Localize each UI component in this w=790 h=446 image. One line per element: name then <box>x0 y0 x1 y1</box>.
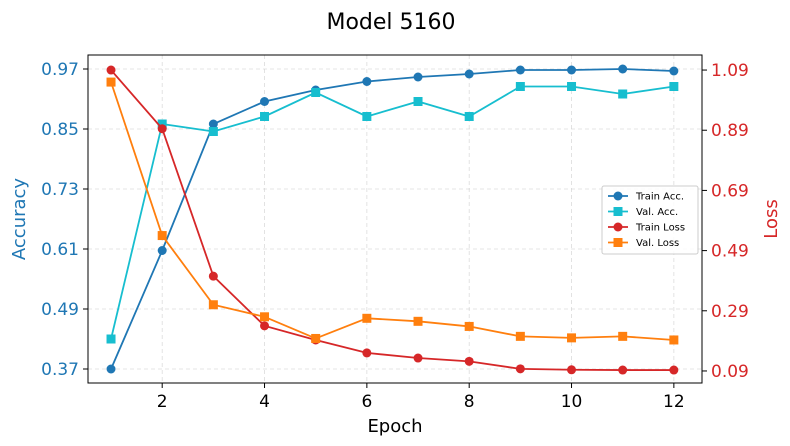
data-point <box>106 364 116 374</box>
y-right-tick-label: 0.09 <box>711 362 749 382</box>
data-point <box>618 365 628 375</box>
y-left-tick-label: 0.97 <box>41 60 79 80</box>
series-train-loss <box>106 65 679 375</box>
data-point <box>157 231 167 241</box>
data-point <box>567 333 577 343</box>
y-axis-left-label: Accuracy <box>9 178 30 261</box>
y-right-tick-label: 0.49 <box>711 242 749 262</box>
data-point <box>362 313 372 323</box>
x-axis-label: Epoch <box>367 416 422 437</box>
data-point <box>106 77 116 87</box>
data-point <box>362 112 372 121</box>
data-point <box>413 97 423 106</box>
legend-box <box>601 185 699 255</box>
legend-swatch-marker <box>613 238 623 247</box>
legend-label: Val. Acc. <box>636 207 678 218</box>
series-line <box>110 81 674 341</box>
data-point <box>464 112 474 121</box>
data-point <box>260 312 270 322</box>
legend: Train Acc. Val. Acc. Train Loss Val. Loss <box>601 185 699 255</box>
series-val-loss <box>106 77 679 345</box>
series-train-acc- <box>106 64 679 374</box>
legend-swatch-marker <box>613 207 623 216</box>
legend-item: Val. Acc. <box>608 207 678 218</box>
data-point <box>413 353 423 363</box>
data-point <box>208 119 218 129</box>
data-point <box>618 89 628 99</box>
data-point <box>515 364 525 374</box>
data-point <box>208 271 218 281</box>
data-point <box>413 316 423 326</box>
y-left-tick-label: 0.73 <box>41 180 79 200</box>
y-left-tick-label: 0.61 <box>41 240 79 260</box>
x-tick-label: 10 <box>561 392 583 412</box>
chart-title: Model 5160 <box>326 10 455 35</box>
data-point <box>311 333 321 343</box>
data-point <box>669 82 679 91</box>
legend-item: Train Acc. <box>608 191 684 203</box>
legend-item: Val. Loss <box>608 238 679 249</box>
series-line <box>110 69 674 371</box>
y-right-tick-label: 0.29 <box>711 302 749 322</box>
data-point <box>106 65 116 75</box>
legend-item: Train Loss <box>608 222 685 234</box>
data-point <box>362 348 372 358</box>
legend-label: Train Loss <box>635 223 685 234</box>
data-point <box>464 356 474 366</box>
y-right-tick-label: 0.69 <box>711 181 749 201</box>
data-point <box>464 69 474 79</box>
data-point <box>106 334 116 344</box>
data-point <box>669 335 679 345</box>
legend-swatch-marker <box>613 191 623 201</box>
data-point <box>260 112 270 121</box>
data-point <box>669 66 679 76</box>
legend-label: Val. Loss <box>636 238 679 249</box>
y-right-tick-label: 0.89 <box>711 121 749 141</box>
x-tick-label: 6 <box>361 392 372 412</box>
data-point <box>413 72 423 82</box>
series-layer <box>106 64 679 375</box>
data-point <box>515 82 525 91</box>
series-val-acc- <box>106 82 679 344</box>
y-axis-right-label: Loss <box>761 199 782 238</box>
y-right-tick-label: 1.09 <box>711 61 749 81</box>
data-point <box>157 124 167 134</box>
data-point <box>464 321 474 331</box>
plot-area <box>87 54 703 384</box>
data-point <box>618 331 628 341</box>
data-point <box>567 82 577 91</box>
axes: 2 4 6 8 10 12 0.37 0.49 0.61 0.73 0.85 0.97 0.09 0.29… <box>41 60 749 412</box>
x-tick-label: 8 <box>464 392 475 412</box>
data-point <box>515 331 525 341</box>
data-point <box>208 300 218 310</box>
data-point <box>260 321 270 331</box>
data-point <box>362 77 372 86</box>
legend-swatch-marker <box>613 222 623 232</box>
y-left-tick-label: 0.37 <box>41 360 79 380</box>
series-line <box>110 68 674 370</box>
series-line <box>110 85 674 340</box>
data-point <box>567 65 577 75</box>
y-left-tick-label: 0.85 <box>41 120 79 140</box>
legend-label: Train Acc. <box>635 192 684 203</box>
data-point <box>208 127 218 136</box>
x-tick-label: 4 <box>259 392 270 412</box>
x-tick-label: 2 <box>157 392 168 412</box>
data-point <box>157 119 167 129</box>
y-left-tick-label: 0.49 <box>41 300 79 320</box>
data-point <box>515 65 525 75</box>
x-tick-label: 12 <box>663 392 685 412</box>
data-point <box>669 365 679 375</box>
data-point <box>157 246 167 255</box>
data-point <box>567 365 577 375</box>
data-point <box>618 64 628 74</box>
data-point <box>311 88 321 97</box>
data-point <box>260 97 270 106</box>
